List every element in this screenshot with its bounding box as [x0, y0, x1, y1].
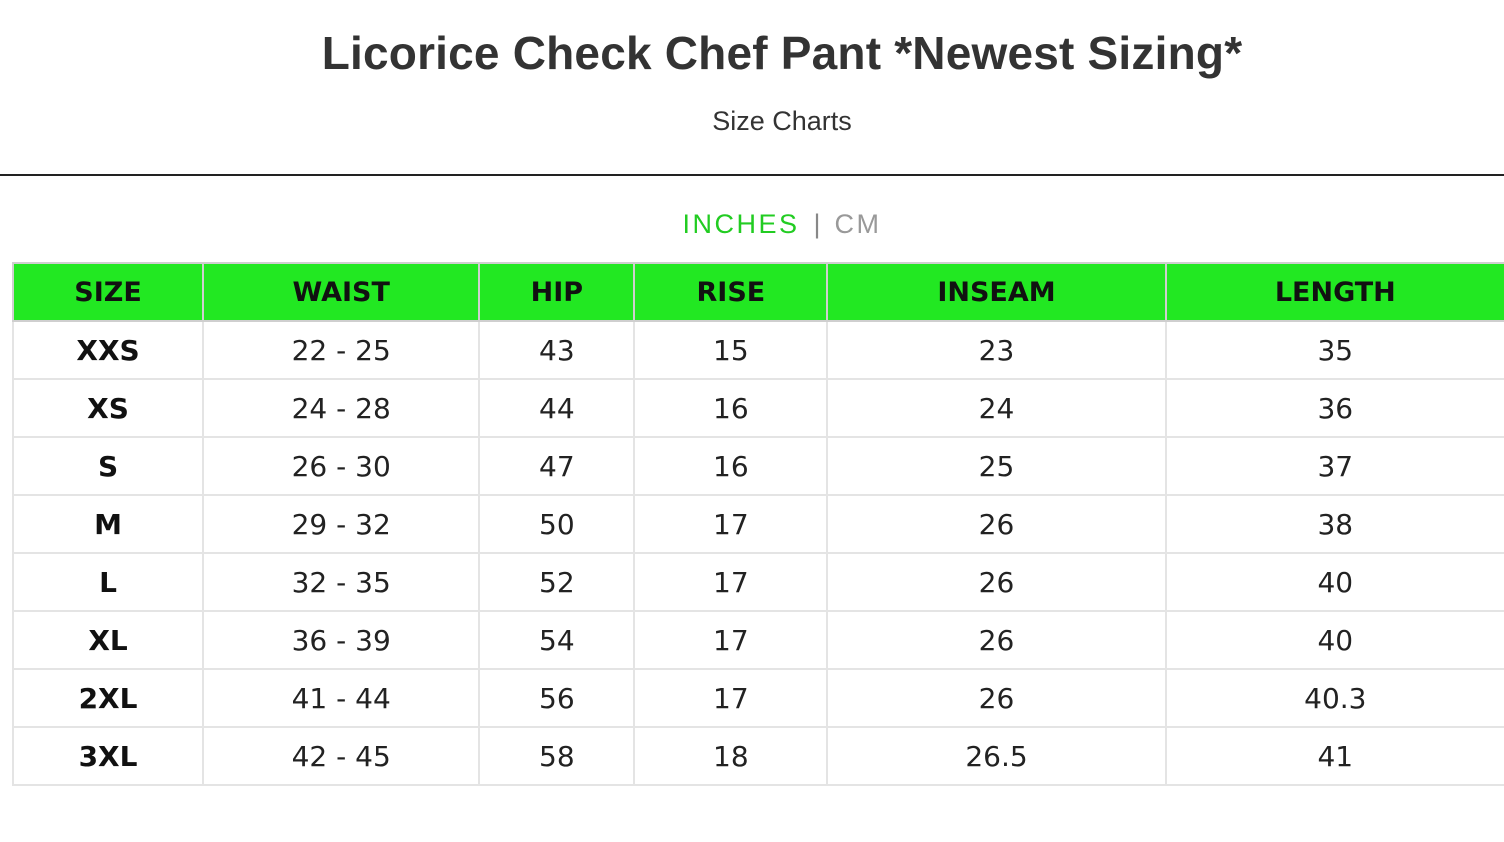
hip-cell: 52 [478, 552, 636, 612]
size-cell: XL [11, 610, 205, 670]
waist-cell: 22 - 25 [202, 320, 481, 380]
length-cell: 38 [1164, 494, 1504, 554]
length-cell: 41 [1164, 726, 1504, 786]
column-header-length: LENGTH [1164, 262, 1504, 322]
hip-cell: 43 [478, 320, 636, 380]
waist-cell: 24 - 28 [202, 378, 481, 438]
size-cell: XS [11, 378, 205, 438]
hip-cell: 50 [478, 494, 636, 554]
size-cell: L [11, 552, 205, 612]
unit-toggle: INCHES | CM [0, 208, 1504, 240]
rise-cell: 17 [633, 668, 829, 728]
size-cell: S [11, 436, 205, 496]
rise-cell: 17 [633, 552, 829, 612]
column-header-rise: RISE [633, 262, 829, 322]
inseam-cell: 26 [826, 552, 1167, 612]
page-title: Licorice Check Chef Pant *Newest Sizing* [321, 27, 1243, 79]
length-cell: 35 [1164, 320, 1504, 380]
hip-cell: 58 [478, 726, 636, 786]
header-divider [0, 174, 1504, 176]
size-cell: 3XL [11, 726, 205, 786]
inseam-cell: 26 [826, 494, 1167, 554]
inseam-cell: 24 [826, 378, 1167, 438]
unit-inches-tab[interactable]: INCHES [682, 209, 800, 240]
length-cell: 40.3 [1164, 668, 1504, 728]
rise-cell: 17 [633, 494, 829, 554]
table-row: S 26 - 30 47 16 25 37 [11, 436, 1504, 496]
column-header-size: SIZE [11, 262, 205, 322]
column-header-hip: HIP [478, 262, 636, 322]
table-row: 2XL 41 - 44 56 17 26 40.3 [11, 668, 1504, 728]
waist-cell: 32 - 35 [202, 552, 481, 612]
waist-cell: 36 - 39 [202, 610, 481, 670]
waist-cell: 41 - 44 [202, 668, 481, 728]
waist-cell: 29 - 32 [202, 494, 481, 554]
waist-cell: 26 - 30 [202, 436, 481, 496]
table-header-row: SIZE WAIST HIP RISE INSEAM LENGTH [11, 262, 1504, 322]
inseam-cell: 26.5 [826, 726, 1167, 786]
table-row: XL 36 - 39 54 17 26 40 [11, 610, 1504, 670]
table-row: XXS 22 - 25 43 15 23 35 [11, 320, 1504, 380]
hip-cell: 47 [478, 436, 636, 496]
rise-cell: 17 [633, 610, 829, 670]
inseam-cell: 26 [826, 610, 1167, 670]
page-subtitle: Size Charts [712, 106, 852, 136]
rise-cell: 18 [633, 726, 829, 786]
column-header-waist: WAIST [202, 262, 481, 322]
unit-cm-tab[interactable]: CM [834, 209, 882, 240]
size-cell: XXS [11, 320, 205, 380]
size-table: SIZE WAIST HIP RISE INSEAM LENGTH XXS 22… [11, 262, 1504, 786]
length-cell: 37 [1164, 436, 1504, 496]
rise-cell: 16 [633, 436, 829, 496]
rise-cell: 16 [633, 378, 829, 438]
table-row: XS 24 - 28 44 16 24 36 [11, 378, 1504, 438]
rise-cell: 15 [633, 320, 829, 380]
inseam-cell: 26 [826, 668, 1167, 728]
table-row: L 32 - 35 52 17 26 40 [11, 552, 1504, 612]
table-row: 3XL 42 - 45 58 18 26.5 41 [11, 726, 1504, 786]
waist-cell: 42 - 45 [202, 726, 481, 786]
hip-cell: 56 [478, 668, 636, 728]
unit-separator: | [813, 209, 821, 240]
inseam-cell: 23 [826, 320, 1167, 380]
length-cell: 40 [1164, 552, 1504, 612]
table-row: M 29 - 32 50 17 26 38 [11, 494, 1504, 554]
length-cell: 36 [1164, 378, 1504, 438]
length-cell: 40 [1164, 610, 1504, 670]
size-cell: M [11, 494, 205, 554]
column-header-inseam: INSEAM [826, 262, 1167, 322]
inseam-cell: 25 [826, 436, 1167, 496]
size-cell: 2XL [11, 668, 205, 728]
hip-cell: 54 [478, 610, 636, 670]
hip-cell: 44 [478, 378, 636, 438]
